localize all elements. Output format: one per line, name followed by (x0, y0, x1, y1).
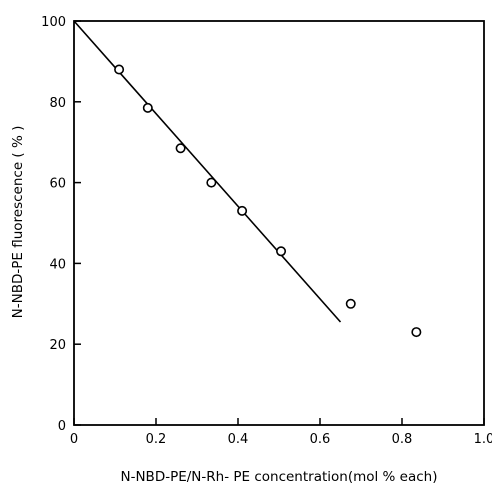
x-tick-label: 0.2 (146, 432, 167, 447)
data-point (276, 246, 287, 257)
x-axis-label: N-NBD-PE/N-Rh- PE concentration(mol % ea… (120, 469, 437, 485)
y-tick-label: 40 (49, 257, 66, 272)
data-point (206, 177, 217, 188)
y-axis-label: N-NBD-PE fluorescence ( % ) (10, 126, 26, 319)
x-tick-label: 0.8 (392, 432, 413, 447)
y-tick-label: 80 (49, 96, 66, 111)
plot-area: 0 0.2 0.4 0.6 0.8 1.0 0 20 40 60 80 100 (41, 15, 492, 447)
plot-frame (73, 20, 485, 426)
y-tick-label: 20 (49, 338, 66, 353)
data-point (175, 143, 186, 154)
data-point (411, 327, 422, 338)
data-point (345, 298, 356, 309)
x-tick-label: 0.6 (310, 432, 331, 447)
x-tick-label: 0 (70, 432, 78, 447)
data-point (114, 64, 125, 75)
fit-line (73, 20, 342, 323)
x-tick-label: 1.0 (474, 432, 492, 447)
y-tick-label: 0 (58, 419, 66, 434)
x-tick-label: 0.4 (228, 432, 249, 447)
data-point (237, 205, 248, 216)
y-tick-label: 100 (41, 15, 66, 30)
y-tick-label: 60 (49, 177, 66, 192)
data-point (142, 102, 153, 113)
